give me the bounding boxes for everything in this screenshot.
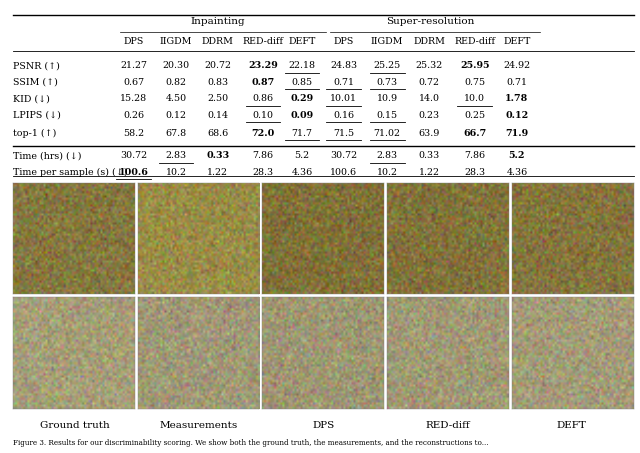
Text: DDRM: DDRM [413, 37, 445, 46]
Text: 2.83: 2.83 [376, 151, 397, 160]
Text: 100.6: 100.6 [119, 168, 148, 177]
Text: 25.32: 25.32 [416, 62, 443, 71]
Text: 0.73: 0.73 [376, 78, 397, 87]
Text: 25.25: 25.25 [374, 62, 401, 71]
Text: 14.0: 14.0 [419, 94, 440, 103]
Text: 0.67: 0.67 [124, 78, 145, 87]
Text: LPIPS (↓): LPIPS (↓) [13, 111, 61, 120]
Text: DEFT: DEFT [557, 421, 586, 430]
Text: DPS: DPS [312, 421, 334, 430]
Text: DPS: DPS [124, 37, 144, 46]
Text: 0.26: 0.26 [124, 111, 145, 120]
Text: 0.71: 0.71 [506, 78, 527, 87]
Text: 0.14: 0.14 [207, 111, 228, 120]
Text: 1.22: 1.22 [207, 168, 228, 177]
Text: 30.72: 30.72 [120, 151, 147, 160]
Text: 71.5: 71.5 [333, 129, 355, 138]
Text: 10.2: 10.2 [166, 168, 187, 177]
Text: 22.18: 22.18 [289, 62, 316, 71]
Text: 10.0: 10.0 [464, 94, 485, 103]
Text: 0.09: 0.09 [291, 111, 314, 120]
Text: 58.2: 58.2 [124, 129, 145, 138]
Text: 5.2: 5.2 [509, 151, 525, 160]
Text: KID (↓): KID (↓) [13, 94, 50, 103]
Text: 0.82: 0.82 [166, 78, 187, 87]
Text: 0.25: 0.25 [464, 111, 485, 120]
Text: DPS: DPS [333, 37, 354, 46]
Text: 68.6: 68.6 [207, 129, 228, 138]
Text: 4.50: 4.50 [166, 94, 187, 103]
Text: 0.85: 0.85 [292, 78, 313, 87]
Text: 0.86: 0.86 [252, 94, 273, 103]
Text: Figure 3. Results for our discriminability scoring. We show both the ground trut: Figure 3. Results for our discriminabili… [13, 439, 488, 447]
Text: Inpainting: Inpainting [191, 17, 245, 26]
Text: 15.28: 15.28 [120, 94, 147, 103]
Text: 4.36: 4.36 [506, 168, 527, 177]
Text: Ground truth: Ground truth [40, 421, 109, 430]
Text: 0.23: 0.23 [419, 111, 440, 120]
Text: 10.9: 10.9 [376, 94, 397, 103]
Text: 1.78: 1.78 [505, 94, 529, 103]
Text: DEFT: DEFT [289, 37, 316, 46]
Text: 0.83: 0.83 [207, 78, 228, 87]
Text: Super-resolution: Super-resolution [386, 17, 474, 26]
Text: 30.72: 30.72 [330, 151, 357, 160]
Text: 1.22: 1.22 [419, 168, 440, 177]
Text: top-1 (↑): top-1 (↑) [13, 129, 56, 138]
Text: 0.29: 0.29 [291, 94, 314, 103]
Text: 2.50: 2.50 [207, 94, 228, 103]
Text: Time (hrs) (↓): Time (hrs) (↓) [13, 151, 81, 160]
Text: 2.83: 2.83 [166, 151, 187, 160]
Text: SSIM (↑): SSIM (↑) [13, 78, 58, 87]
Text: 0.72: 0.72 [419, 78, 440, 87]
Text: 24.92: 24.92 [503, 62, 531, 71]
Text: 21.27: 21.27 [120, 62, 147, 71]
Text: 0.15: 0.15 [376, 111, 397, 120]
Text: 71.7: 71.7 [292, 129, 312, 138]
Text: 0.12: 0.12 [505, 111, 529, 120]
Text: 7.86: 7.86 [464, 151, 485, 160]
Text: Measurements: Measurements [160, 421, 238, 430]
Text: 71.02: 71.02 [374, 129, 401, 138]
Text: PSNR (↑): PSNR (↑) [13, 62, 60, 71]
Text: 10.01: 10.01 [330, 94, 357, 103]
Text: RED-diff: RED-diff [425, 421, 470, 430]
Text: 67.8: 67.8 [166, 129, 187, 138]
Text: 0.75: 0.75 [464, 78, 485, 87]
Text: Time per sample (s) (↓): Time per sample (s) (↓) [13, 168, 127, 177]
Text: 0.12: 0.12 [166, 111, 187, 120]
Text: 5.2: 5.2 [294, 151, 310, 160]
Text: RED-diff: RED-diff [454, 37, 495, 46]
Text: 0.10: 0.10 [253, 111, 273, 120]
Text: IIGDM: IIGDM [160, 37, 192, 46]
Text: 0.87: 0.87 [252, 78, 275, 87]
Text: 66.7: 66.7 [463, 129, 486, 138]
Text: 71.9: 71.9 [506, 129, 529, 138]
Text: DDRM: DDRM [202, 37, 234, 46]
Text: 63.9: 63.9 [419, 129, 440, 138]
Text: RED-diff: RED-diff [243, 37, 284, 46]
Text: 7.86: 7.86 [252, 151, 273, 160]
Text: 25.95: 25.95 [460, 62, 490, 71]
Text: 24.83: 24.83 [330, 62, 357, 71]
Text: DEFT: DEFT [503, 37, 531, 46]
Text: 28.3: 28.3 [464, 168, 485, 177]
Text: 20.72: 20.72 [204, 62, 231, 71]
Text: 23.29: 23.29 [248, 62, 278, 71]
Text: 0.16: 0.16 [333, 111, 355, 120]
Text: 28.3: 28.3 [252, 168, 273, 177]
Text: 20.30: 20.30 [163, 62, 189, 71]
Text: 10.2: 10.2 [377, 168, 397, 177]
Text: 4.36: 4.36 [291, 168, 313, 177]
Text: 0.33: 0.33 [419, 151, 440, 160]
Text: 0.33: 0.33 [206, 151, 229, 160]
Text: IIGDM: IIGDM [371, 37, 403, 46]
Text: 100.6: 100.6 [330, 168, 357, 177]
Text: 0.71: 0.71 [333, 78, 354, 87]
Text: 72.0: 72.0 [252, 129, 275, 138]
